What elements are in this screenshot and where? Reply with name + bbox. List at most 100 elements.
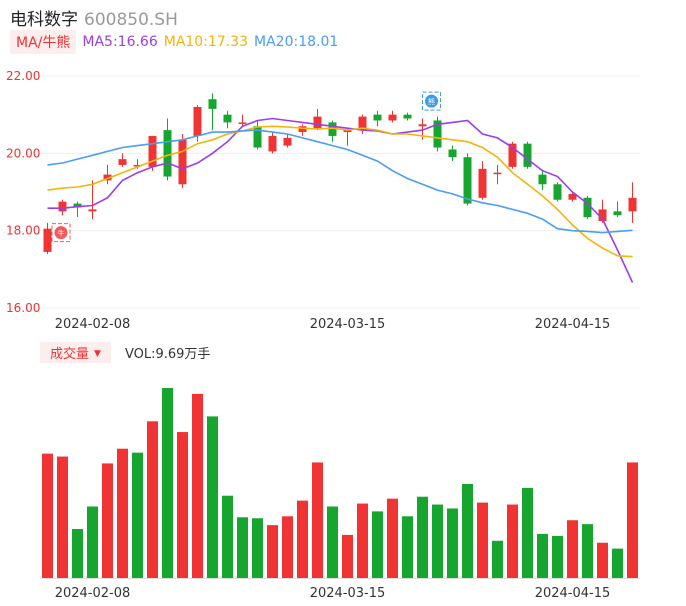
ma5-legend: MA5:16.66 (82, 34, 158, 50)
volume-bar (432, 504, 443, 578)
volume-bar (192, 393, 203, 578)
volume-bar (57, 456, 68, 578)
caret-down-icon: ▼ (94, 348, 101, 359)
candle-body (568, 193, 577, 200)
stock-code: 600850.SH (84, 10, 178, 30)
volume-bar (417, 496, 428, 578)
volume-bar (507, 504, 518, 578)
candle-body (133, 164, 142, 167)
candle-body (283, 137, 292, 146)
volume-bar (372, 511, 383, 578)
volume-bar (87, 506, 98, 578)
volume-bar (42, 453, 53, 578)
candle-body (523, 143, 532, 167)
stock-header: 电科数字 600850.SH (10, 5, 178, 30)
volume-bar (207, 416, 218, 578)
candle-body (613, 211, 622, 216)
volume-bar (462, 483, 473, 578)
volume-bar (552, 535, 563, 578)
volume-bar (327, 506, 338, 578)
volume-bar (402, 516, 413, 578)
x-tick-label: 2024-02-08 (55, 317, 131, 332)
ma10-line (47, 125, 633, 258)
candle-body (538, 174, 547, 185)
volume-bar (252, 518, 263, 578)
volume-tab-label: 成交量 (50, 346, 90, 362)
candle-body (268, 135, 277, 152)
candle-body (73, 203, 82, 208)
candle-body (43, 228, 52, 252)
x-tick-label: 2024-02-08 (55, 586, 131, 601)
candle-body (58, 201, 67, 212)
volume-legend: 成交量 ▼ VOL:9.69万手 (40, 341, 211, 363)
x-tick-label: 2024-04-15 (535, 586, 611, 601)
candle-body (463, 157, 472, 204)
volume-bar (342, 534, 353, 578)
candle-body (253, 126, 262, 148)
candle-body (88, 209, 97, 212)
ma10-legend: MA10:17.33 (163, 34, 249, 50)
volume-bar (477, 502, 488, 578)
volume-bar (147, 421, 158, 578)
candle-body (358, 116, 367, 131)
volume-bar (237, 517, 248, 578)
candle-body (493, 172, 502, 175)
bull-badge-icon (54, 226, 68, 240)
volume-bar (72, 529, 83, 578)
candle-body (418, 124, 427, 127)
marker-label: 牛 (58, 229, 65, 238)
volume-bar (357, 503, 368, 578)
candle-body (433, 120, 442, 148)
x-tick-label: 2024-03-15 (310, 586, 386, 601)
ma20-line (47, 129, 633, 234)
candle-body (403, 114, 412, 119)
volume-bar (267, 525, 278, 578)
x-tick-label: 2024-03-15 (310, 317, 386, 332)
volume-bar (627, 462, 638, 578)
volume-bar (177, 432, 188, 578)
volume-bar (537, 533, 548, 578)
volume-bar (387, 498, 398, 578)
volume-bar (492, 540, 503, 578)
candle-body (163, 130, 172, 177)
volume-bar (447, 508, 458, 578)
volume-bar (162, 388, 173, 578)
bear-badge-icon (425, 94, 438, 108)
volume-bar (597, 542, 608, 578)
candle-body (298, 126, 307, 133)
volume-tab[interactable]: 成交量 ▼ (40, 341, 111, 363)
marker-frame (51, 223, 71, 243)
candle-body (148, 135, 157, 167)
ma5-line (47, 117, 634, 283)
candle-body (373, 114, 382, 121)
y-tick-label: 20.00 (6, 146, 40, 160)
candle-body (193, 106, 202, 136)
volume-bar (582, 524, 593, 578)
candle-body (343, 130, 352, 133)
candle-body (628, 197, 637, 212)
stock-name: 电科数字 (10, 10, 78, 30)
y-tick-label: 22.00 (6, 69, 40, 83)
candle-body (448, 149, 457, 158)
candle-body (118, 159, 127, 165)
candle-body (478, 168, 487, 198)
volume-bar (222, 495, 233, 578)
volume-bar (522, 487, 533, 578)
volume-bar (312, 462, 323, 578)
candle-body (583, 197, 592, 218)
ma-mode-tab[interactable]: MA/牛熊 (10, 30, 77, 54)
candle-body (553, 184, 562, 200)
candle-body (598, 209, 607, 221)
volume-bar (282, 516, 293, 578)
candle-body (223, 114, 232, 123)
volume-bar (132, 452, 143, 578)
candle-body (103, 174, 112, 181)
y-tick-label: 16.00 (6, 301, 40, 315)
y-tick-label: 18.00 (6, 224, 40, 238)
marker-frame (422, 91, 441, 111)
candle-body (178, 139, 187, 185)
ma20-legend: MA20:18.01 (254, 34, 339, 50)
volume-bar (117, 448, 128, 578)
volume-value: VOL:9.69万手 (124, 346, 211, 362)
